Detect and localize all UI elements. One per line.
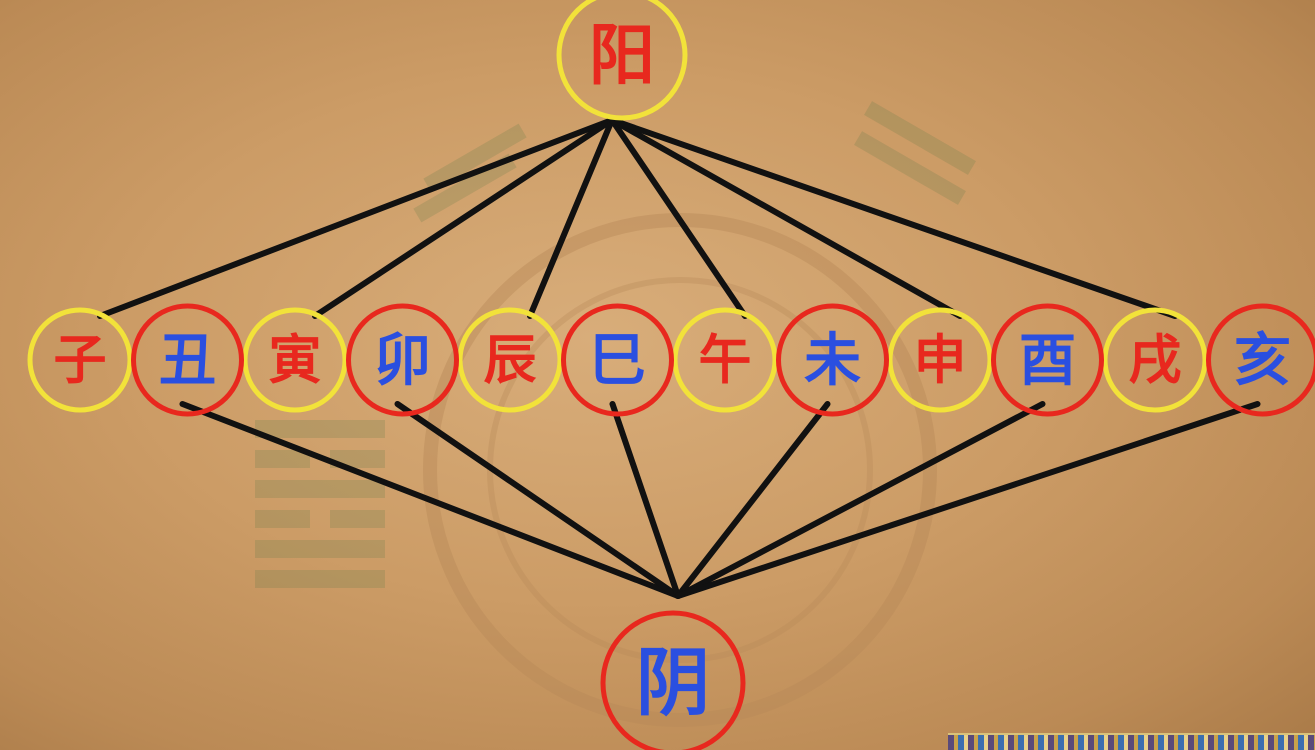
branch-node-8-label: 未 [804, 327, 861, 394]
branch-node-2-label: 丑 [159, 327, 216, 394]
branch-node-12-label: 亥 [1234, 327, 1291, 394]
branch-node-10-label: 酉 [1019, 327, 1076, 394]
edge-yin-1 [183, 404, 679, 596]
branch-node-8: 未 [779, 306, 887, 414]
decorative-border-strip [948, 733, 1315, 750]
branch-node-12: 亥 [1209, 306, 1315, 414]
edge-yin-11 [678, 404, 1258, 596]
branch-node-3: 寅 [245, 310, 345, 410]
branch-node-7-label: 午 [699, 329, 752, 391]
branch-node-3-label: 寅 [269, 329, 322, 391]
branch-node-4-label: 卯 [374, 327, 431, 394]
branch-node-1: 子 [30, 310, 130, 410]
branch-node-10: 酉 [994, 306, 1102, 414]
branch-node-6-label: 巳 [589, 327, 646, 394]
edge-yang-6 [612, 120, 745, 316]
branch-node-11: 戌 [1105, 310, 1205, 410]
yang-node-label: 阳 [589, 16, 655, 94]
branch-node-7: 午 [675, 310, 775, 410]
edge-yin-9 [678, 404, 1043, 596]
branch-node-2: 丑 [134, 306, 242, 414]
yin-node-label: 阴 [636, 640, 710, 726]
edge-yang-10 [612, 120, 1175, 316]
edge-yin-7 [678, 404, 828, 596]
branch-node-9: 申 [890, 310, 990, 410]
yin-node: 阴 [603, 613, 743, 750]
edge-yin-3 [398, 404, 679, 596]
branch-node-11-label: 戌 [1129, 329, 1182, 391]
yang-node: 阳 [559, 0, 685, 118]
branch-node-1-label: 子 [54, 329, 107, 391]
edge-yang-8 [612, 120, 960, 316]
edge-yin-5 [613, 404, 679, 596]
branch-node-5: 辰 [460, 310, 560, 410]
branch-node-5-label: 辰 [484, 329, 537, 391]
branch-node-4: 卯 [349, 306, 457, 414]
branch-node-9-label: 申 [914, 329, 967, 391]
branch-node-6: 巳 [564, 306, 672, 414]
